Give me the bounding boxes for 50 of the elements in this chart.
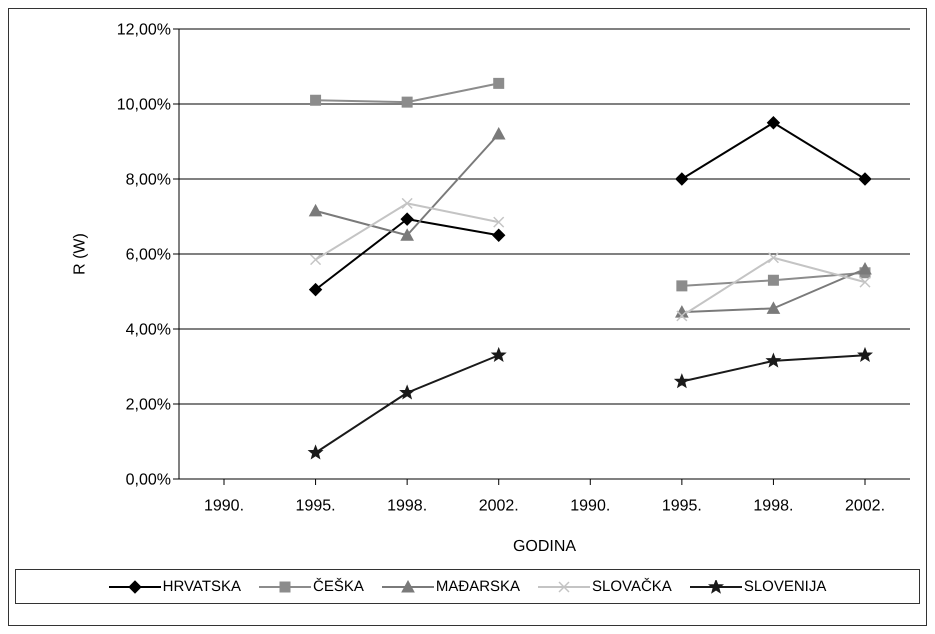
y-tick-label: 2,00% xyxy=(126,396,171,414)
point xyxy=(766,116,780,130)
x-tick-label: 1990. xyxy=(570,497,610,514)
y-tick-label: 6,00% xyxy=(126,246,171,264)
point xyxy=(676,280,688,292)
point xyxy=(492,216,504,228)
point xyxy=(400,385,414,399)
y-tick-label: 0,00% xyxy=(126,472,171,489)
point xyxy=(400,228,414,241)
x-tick-label: 1995. xyxy=(296,497,336,514)
x-tick-label: 2002. xyxy=(478,497,519,514)
point xyxy=(768,274,779,286)
point xyxy=(674,374,690,388)
legend-label: SLOVENIJA xyxy=(744,578,826,595)
point xyxy=(858,348,872,362)
y-tick-label: 10,00% xyxy=(116,96,171,114)
point xyxy=(400,212,414,226)
point xyxy=(310,254,322,266)
y-tick-label: 8,00% xyxy=(126,172,171,189)
x-tick-label: 1995. xyxy=(662,497,702,514)
y-tick-label: 4,00% xyxy=(126,322,171,339)
x-tick-label: 2002. xyxy=(844,497,886,514)
point xyxy=(310,94,322,106)
point xyxy=(768,252,780,264)
x-axis-title: GODINA xyxy=(512,538,576,555)
point xyxy=(309,204,322,216)
y-tick-label: 12,00% xyxy=(116,22,171,39)
point xyxy=(859,276,871,288)
y-axis-title: R (W) xyxy=(72,233,89,275)
point xyxy=(493,78,504,89)
point xyxy=(309,283,322,296)
point xyxy=(308,445,323,459)
x-tick-label: 1998. xyxy=(387,497,428,514)
point xyxy=(492,348,506,362)
point xyxy=(402,96,413,108)
x-tick-label: 1998. xyxy=(753,497,794,514)
point xyxy=(676,310,688,322)
legend-label: MAĐARSKA xyxy=(436,578,520,595)
point xyxy=(401,198,413,210)
point xyxy=(766,302,780,314)
point xyxy=(492,228,506,242)
point xyxy=(492,128,506,140)
legend-label: ČEŠKA xyxy=(313,578,364,595)
point xyxy=(766,353,781,368)
point xyxy=(858,172,872,186)
x-tick-label: 1990. xyxy=(204,497,244,514)
point xyxy=(858,262,872,274)
legend-label: SLOVAČKA xyxy=(592,578,672,595)
legend-label: HRVATSKA xyxy=(162,578,241,595)
point xyxy=(675,172,688,186)
